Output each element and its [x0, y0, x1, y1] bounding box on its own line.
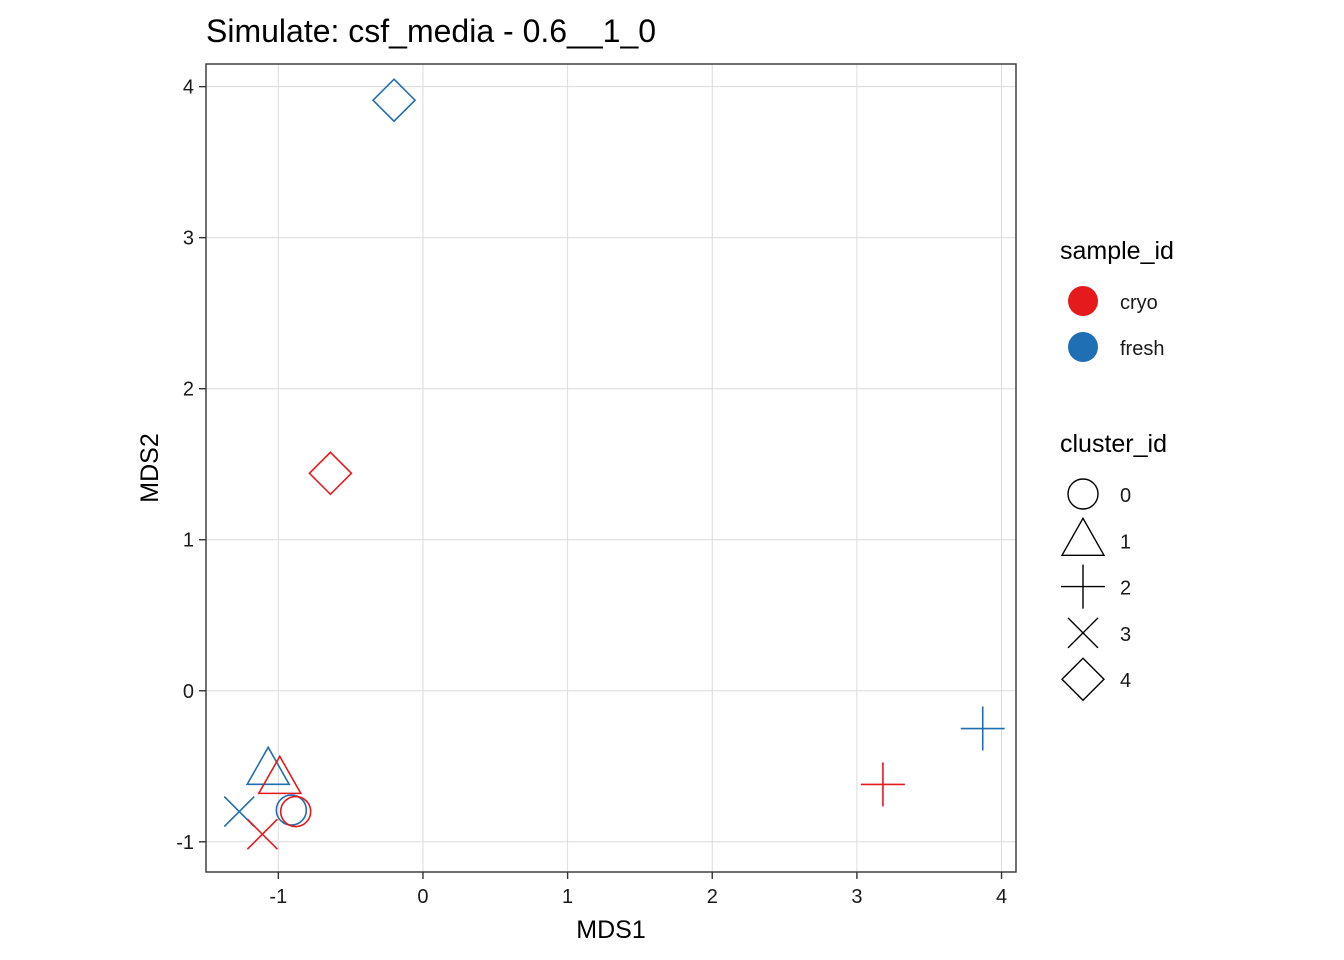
plot-border — [205, 63, 1017, 873]
point-fresh-cluster-4 — [371, 78, 417, 123]
x-tick-label: -1 — [269, 886, 287, 908]
grid-lines — [206, 64, 1016, 872]
chart-title: Simulate: csf_media - 0.6__1_0 — [206, 13, 656, 49]
x-tick-label: 1 — [562, 886, 573, 908]
data-points — [223, 78, 1005, 850]
legend-label-cluster-1: 1 — [1120, 531, 1131, 553]
point-cryo-cluster-2 — [860, 762, 905, 807]
legend-label-cryo: cryo — [1120, 292, 1158, 314]
legend-label-cluster-0: 0 — [1120, 485, 1131, 507]
legend-key-cryo — [1068, 286, 1098, 316]
legend-label-fresh: fresh — [1120, 338, 1164, 360]
color-legend: cryo fresh — [1068, 286, 1164, 362]
y-tick-label: 4 — [183, 77, 194, 99]
point-cryo-cluster-0 — [279, 795, 312, 828]
x-tick-label: 3 — [851, 886, 862, 908]
legend-key-cross — [1067, 617, 1099, 649]
y-tick-label: 2 — [183, 379, 194, 401]
x-axis: -1 0 1 2 3 4 — [269, 872, 1007, 908]
x-tick-label: 4 — [996, 886, 1007, 908]
legend-key-fresh — [1068, 332, 1098, 362]
legend-key-circle — [1067, 478, 1099, 510]
point-cryo-cluster-4 — [308, 451, 353, 496]
point-fresh-cluster-2 — [960, 706, 1005, 751]
legend-key-plus — [1061, 564, 1105, 609]
y-axis-title: MDS2 — [136, 433, 164, 502]
x-tick-label: 2 — [707, 886, 718, 908]
y-tick-label: 3 — [183, 228, 194, 250]
legend-label-cluster-2: 2 — [1120, 578, 1131, 600]
point-cryo-cluster-3 — [246, 818, 278, 850]
shape-legend: 0 1 2 3 4 — [1060, 478, 1131, 702]
legend-key-triangle — [1060, 516, 1106, 556]
point-fresh-cluster-0 — [275, 794, 308, 826]
y-tick-label: 1 — [183, 530, 194, 552]
y-tick-label: 0 — [183, 681, 194, 703]
point-fresh-cluster-1 — [245, 745, 291, 786]
y-tick-label: -1 — [176, 832, 194, 854]
y-axis: -1 0 1 2 3 4 — [176, 77, 206, 854]
shape-legend-title: cluster_id — [1060, 430, 1167, 458]
legend-label-cluster-3: 3 — [1120, 624, 1131, 646]
x-axis-title: MDS1 — [576, 916, 645, 944]
plot-panel — [206, 64, 1016, 872]
point-cryo-cluster-1 — [257, 754, 303, 795]
color-legend-title: sample_id — [1060, 237, 1174, 265]
x-tick-label: 0 — [417, 886, 428, 908]
legend-label-cluster-4: 4 — [1120, 670, 1131, 692]
legend-key-diamond — [1061, 657, 1105, 702]
